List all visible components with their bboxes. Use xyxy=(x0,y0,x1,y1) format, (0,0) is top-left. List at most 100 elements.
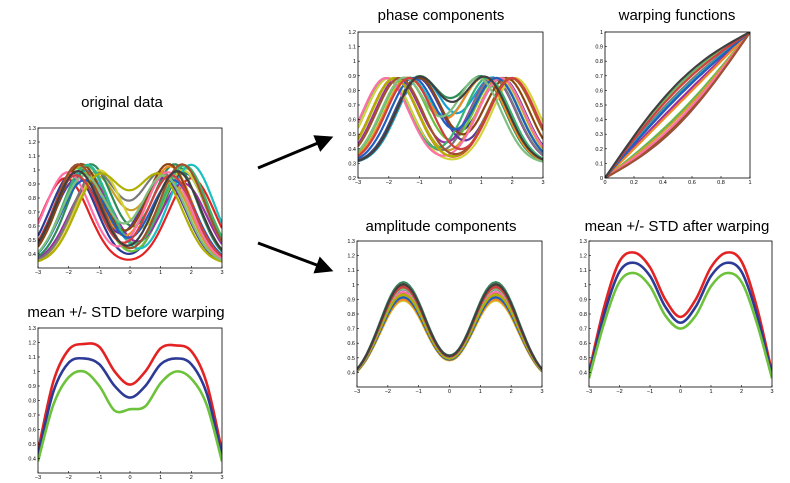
title-after: mean +/- STD after warping xyxy=(585,218,770,235)
y-tick-label: 1.1 xyxy=(348,45,356,51)
y-tick-label: 0.6 xyxy=(28,428,36,434)
series-line xyxy=(357,286,542,371)
y-tick-label: 0.7 xyxy=(28,413,36,419)
y-tick-label: 0.9 xyxy=(348,74,356,80)
y-tick-label: 1.2 xyxy=(28,341,36,347)
x-tick-label: −3 xyxy=(35,270,41,276)
x-tick-label: −1 xyxy=(416,389,422,395)
y-tick-label: 0.6 xyxy=(579,341,587,347)
x-tick-label: 3 xyxy=(220,475,223,481)
y-tick-label: 0.3 xyxy=(348,161,356,167)
series-line xyxy=(357,293,542,372)
y-tick-label: 1.3 xyxy=(28,126,36,132)
series-line xyxy=(589,251,772,373)
y-tick-label: 0.6 xyxy=(595,88,603,94)
y-tick-label: 0.2 xyxy=(595,147,603,153)
x-tick-label: −2 xyxy=(386,180,392,186)
y-tick-label: 1 xyxy=(600,30,603,36)
y-tick-label: 0.6 xyxy=(348,118,356,124)
y-tick-label: 1 xyxy=(353,59,356,65)
arrow-to-amplitude xyxy=(257,241,334,274)
y-tick-label: 0.8 xyxy=(348,88,356,94)
x-tick-label: −2 xyxy=(66,270,72,276)
panel-warping-functions: 0 0.2 0.4 0.6 0.8 1 0 0.1 0.2 0.3 0.4 0.5 0.6 0.7 0.8 0… xyxy=(595,30,751,186)
series-line xyxy=(358,76,543,157)
y-tick-label: 0.1 xyxy=(595,161,603,167)
title-before: mean +/- STD before warping xyxy=(27,304,224,321)
y-tick-label: 0.9 xyxy=(595,45,603,51)
panel-mean-std-after: −3 −2 −1 0 1 2 3 0.4 0.5 0.6 0.7 0.8 0.9 1 1.1 1.2 1.3 xyxy=(579,239,773,395)
y-tick-label: 1.2 xyxy=(28,140,36,146)
x-tick-label: 0 xyxy=(449,180,452,186)
x-tick-label: −3 xyxy=(586,389,592,395)
series-line xyxy=(38,356,222,456)
series-line xyxy=(605,32,750,178)
x-tick-label: −2 xyxy=(66,475,72,481)
x-tick-label: 1 xyxy=(748,180,751,186)
y-tick-label: 1.3 xyxy=(347,239,355,245)
x-tick-label: 1 xyxy=(159,270,162,276)
x-tick-label: 1 xyxy=(159,475,162,481)
x-tick-label: −3 xyxy=(355,180,361,186)
y-tick-label: 1.3 xyxy=(28,326,36,332)
y-tick-label: 0.9 xyxy=(28,384,36,390)
panel-phase-components: −3 −2 −1 0 1 2 3 0.2 0.3 0.4 0.5 0.6 0.7 0.8 0.9 1 1.1 1.… xyxy=(348,30,544,186)
x-tick-label: 1 xyxy=(480,180,483,186)
y-tick-label: 0.5 xyxy=(28,238,36,244)
y-tick-label: 0.6 xyxy=(347,341,355,347)
x-tick-label: 0.2 xyxy=(630,180,638,186)
y-tick-label: 0.4 xyxy=(28,457,36,463)
arrow-to-phase xyxy=(257,135,334,170)
series-line xyxy=(358,75,543,162)
series-line xyxy=(605,32,750,178)
x-tick-label: 1 xyxy=(479,389,482,395)
y-tick-label: 1.1 xyxy=(28,154,36,160)
y-tick-label: 0.7 xyxy=(28,210,36,216)
series-line xyxy=(357,283,542,370)
y-tick-label: 0.7 xyxy=(579,327,587,333)
y-tick-label: 1 xyxy=(33,168,36,174)
x-tick-label: 0.8 xyxy=(717,180,725,186)
y-tick-label: 1.2 xyxy=(347,254,355,260)
x-tick-label: −1 xyxy=(96,475,102,481)
panel-mean-std-before: −3 −2 −1 0 1 2 3 0.4 0.5 0.6 0.7 0.8 0.9 1 1.1 1.2 1.3 xyxy=(28,326,223,481)
y-tick-label: 1 xyxy=(352,283,355,289)
x-tick-label: 2 xyxy=(190,270,193,276)
x-tick-label: 0 xyxy=(679,389,682,395)
series-line xyxy=(38,172,222,263)
y-tick-label: 0.7 xyxy=(595,74,603,80)
series-line xyxy=(38,164,222,254)
y-tick-label: 0 xyxy=(600,176,603,182)
y-tick-label: 0.4 xyxy=(579,370,587,376)
series-line xyxy=(38,369,222,462)
y-tick-label: 0.4 xyxy=(348,147,356,153)
panel-amplitude-components: −3 −2 −1 0 1 2 3 0.4 0.5 0.6 0.7 0.8 0.9 1 1.1 1.2 1.3 xyxy=(347,239,543,395)
y-tick-label: 0.2 xyxy=(348,176,356,182)
x-tick-label: 2 xyxy=(740,389,743,395)
x-tick-label: 0 xyxy=(128,270,131,276)
x-tick-label: 0 xyxy=(603,180,606,186)
series-line xyxy=(605,32,750,178)
x-tick-label: −2 xyxy=(385,389,391,395)
y-tick-label: 1.1 xyxy=(28,355,36,361)
series-line xyxy=(605,32,750,178)
y-tick-label: 0.9 xyxy=(579,297,587,303)
series-line xyxy=(358,76,543,160)
x-tick-label: 0.4 xyxy=(659,180,667,186)
y-tick-label: 0.9 xyxy=(347,297,355,303)
series-line xyxy=(589,261,772,376)
x-tick-label: −1 xyxy=(647,389,653,395)
x-tick-label: 1 xyxy=(709,389,712,395)
series-line xyxy=(38,163,222,250)
x-tick-label: 3 xyxy=(541,180,544,186)
plot-frame xyxy=(588,240,773,388)
series-line xyxy=(38,169,222,251)
title-amplitude: amplitude components xyxy=(366,218,517,235)
x-tick-label: −2 xyxy=(616,389,622,395)
plot-frame xyxy=(37,327,223,474)
y-tick-label: 1 xyxy=(33,370,36,376)
series-line xyxy=(38,174,222,262)
y-tick-label: 0.5 xyxy=(348,132,356,138)
y-tick-label: 0.4 xyxy=(595,118,603,124)
title-phase: phase components xyxy=(378,7,505,24)
